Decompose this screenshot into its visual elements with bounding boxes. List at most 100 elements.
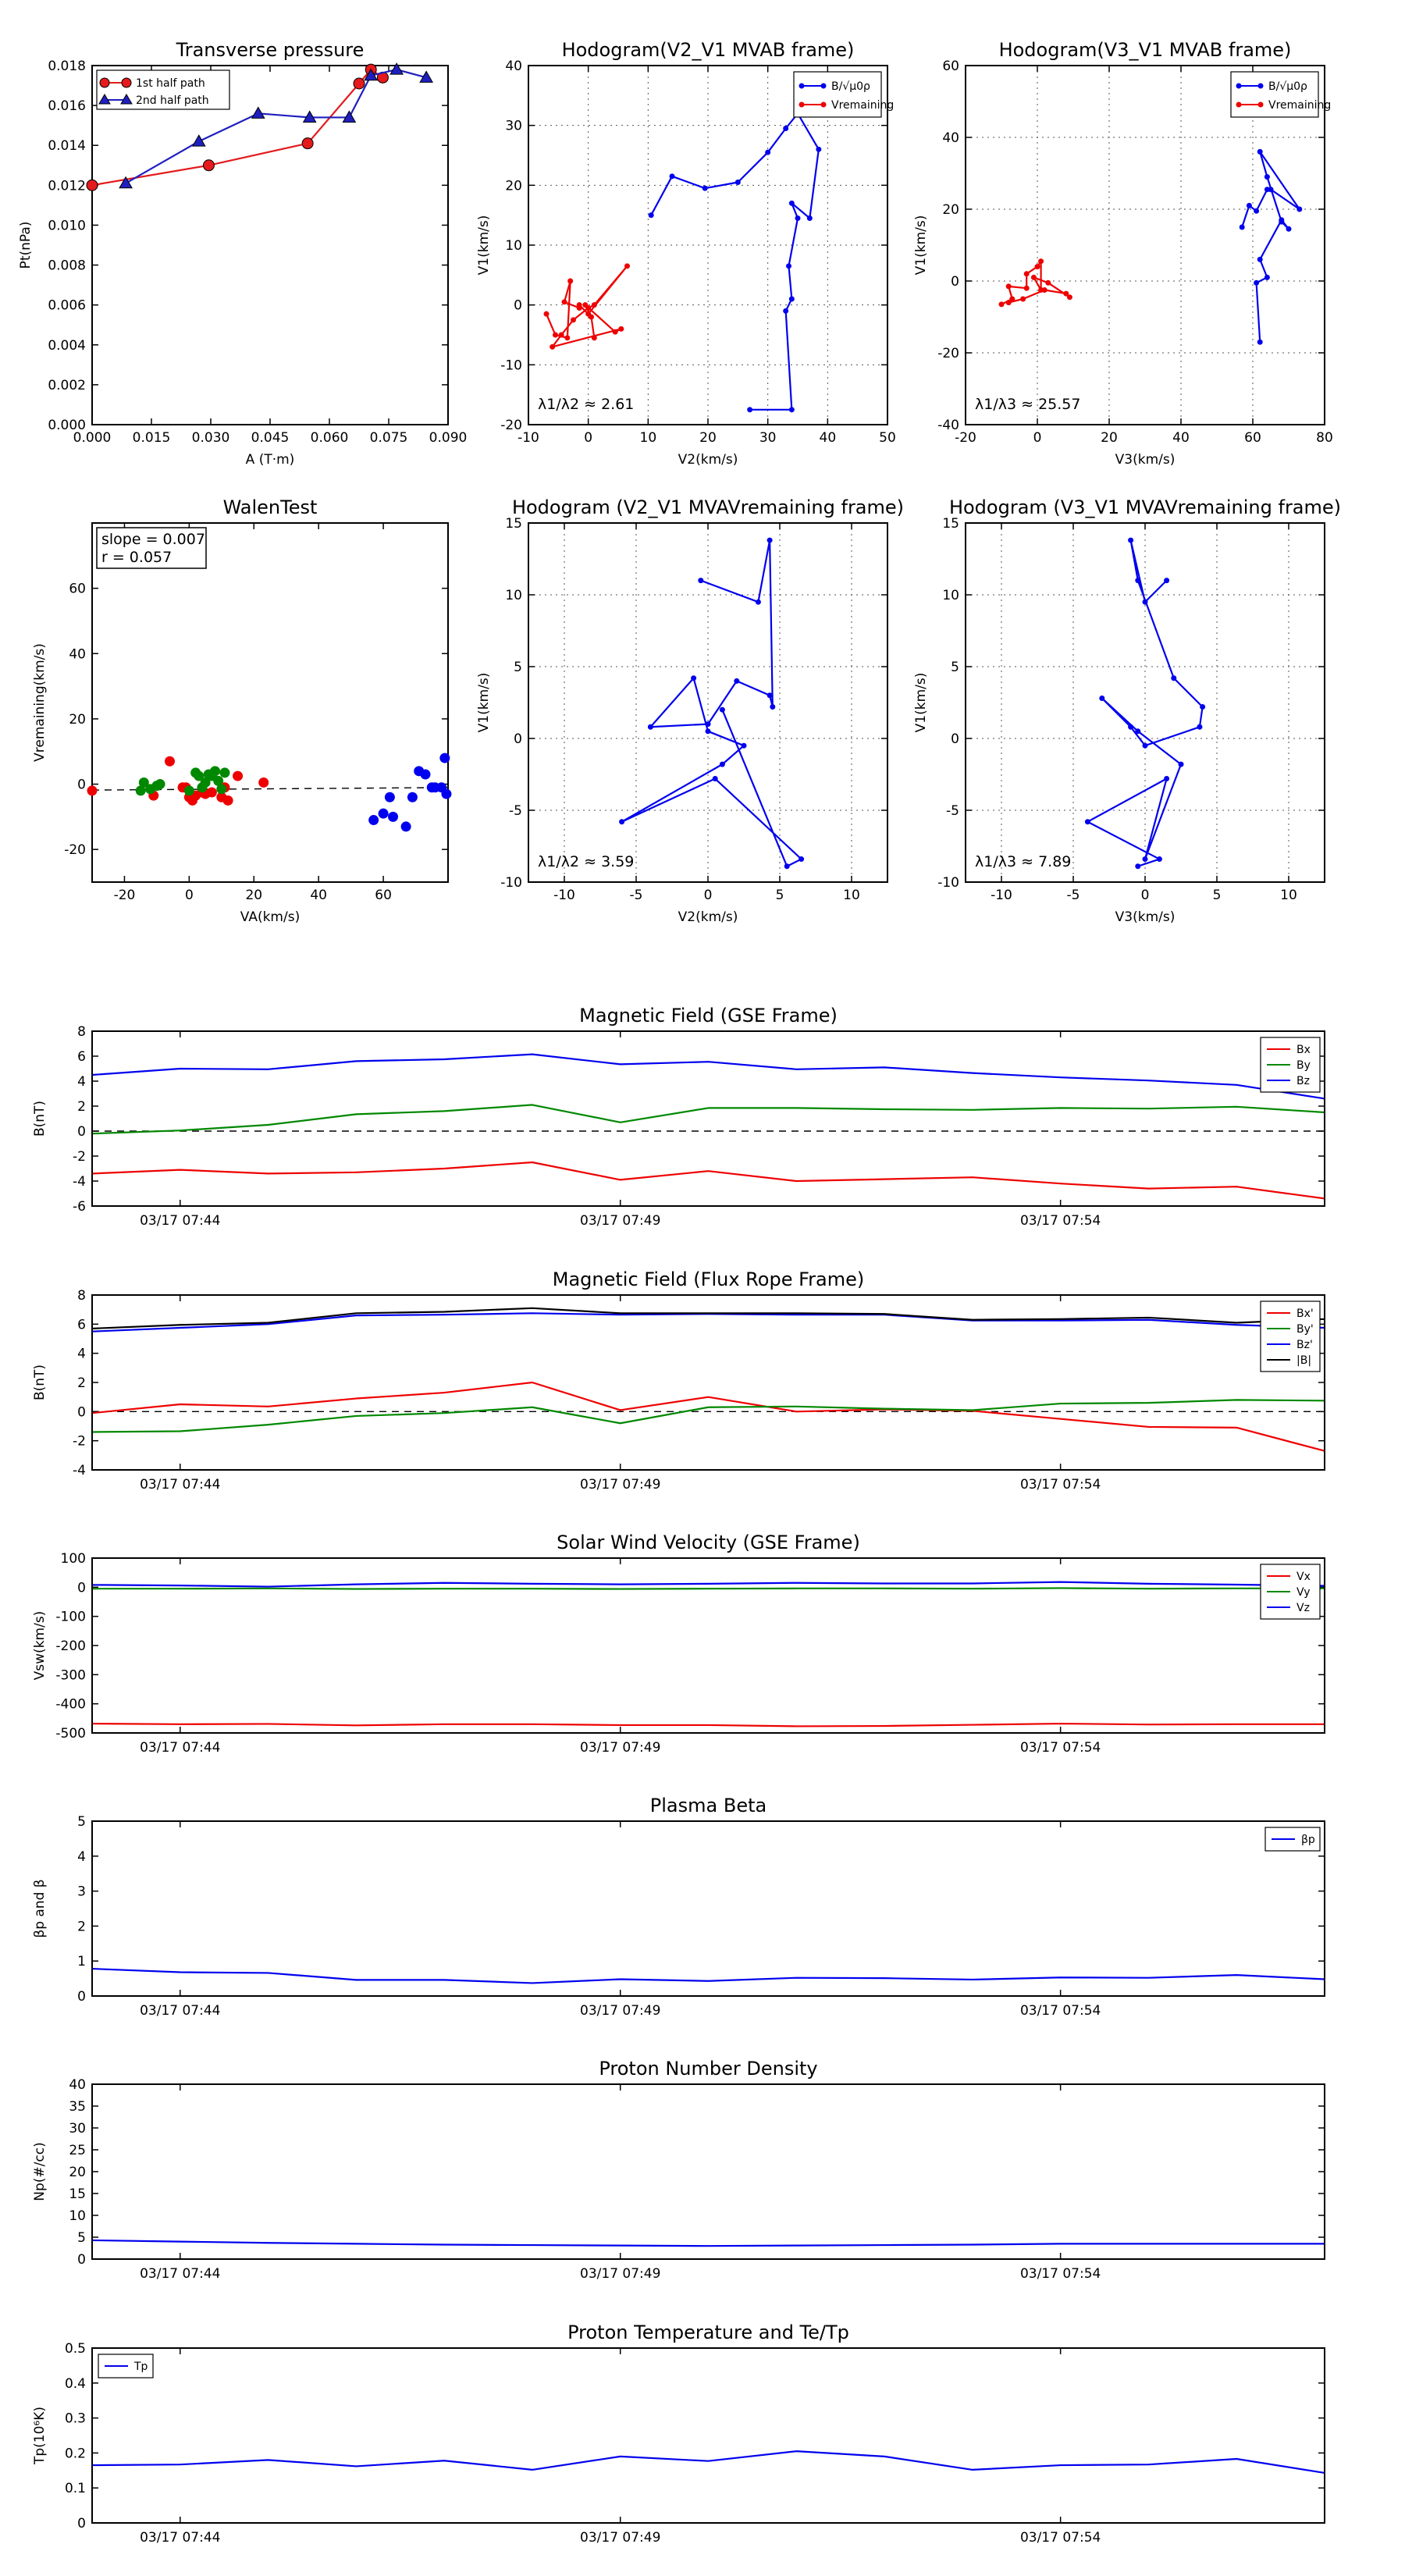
y-tick-label: 0 xyxy=(514,731,522,747)
x-tick-label: 60 xyxy=(375,888,392,903)
x-tick-label: 0.060 xyxy=(311,430,349,446)
y-tick-label: 0.3 xyxy=(65,2411,86,2427)
data-point xyxy=(1197,724,1203,730)
y-tick-label: 20 xyxy=(69,2165,86,2180)
x-axis-label: V2(km/s) xyxy=(678,909,738,925)
data-point xyxy=(1099,695,1105,701)
data-point xyxy=(589,314,594,320)
legend-marker xyxy=(799,83,805,89)
data-point xyxy=(564,335,571,341)
x-tick-label: 10 xyxy=(843,888,860,903)
y-tick-label: -40 xyxy=(937,418,959,433)
y-tick-label: 10 xyxy=(942,588,959,603)
data-point xyxy=(799,856,805,863)
y-tick-label: 30 xyxy=(69,2121,86,2137)
x-tick-label: -10 xyxy=(518,430,539,446)
y-tick-label: -10 xyxy=(500,358,522,373)
y-tick-label: 15 xyxy=(505,516,522,532)
plot-frame xyxy=(965,65,1325,425)
y-tick-label: 0 xyxy=(77,1404,86,1420)
data-point xyxy=(1084,819,1090,825)
chart-title-p10: Plasma Beta xyxy=(650,1795,767,1816)
legend-label: Vremaining xyxy=(831,99,894,112)
x-tick-label: -10 xyxy=(553,888,575,903)
p9-axes: -500 -400 -300 -200 -100 0 100 03/17 07:44 03/17… xyxy=(55,1551,1325,1756)
data-point xyxy=(648,212,654,219)
y-tick-label: -200 xyxy=(55,1638,86,1654)
p1-axes: 0.000 0.015 0.030 0.045 0.060 0.075 0.090 0.000… xyxy=(48,59,467,446)
series-line-Bz xyxy=(91,1053,1325,1100)
series-line-By xyxy=(91,1104,1325,1135)
data-point xyxy=(1279,217,1285,223)
legend-label: By' xyxy=(1297,1323,1314,1336)
y-tick-label: 0.008 xyxy=(48,258,86,274)
plot-frame xyxy=(528,522,888,883)
data-point xyxy=(735,180,741,185)
chart-title-p6: Hodogram (V3_V1 MVAVremaining frame) xyxy=(949,496,1341,518)
y-tick-label: 1 xyxy=(77,1954,86,1969)
chart-title-p11: Proton Number Density xyxy=(599,2058,817,2080)
legend-label: 2nd half path xyxy=(136,94,209,107)
data-point xyxy=(1264,274,1270,280)
x-axis-label: V2(km/s) xyxy=(678,452,738,468)
legend-label: Vz xyxy=(1297,1602,1310,1614)
data-point xyxy=(705,721,711,728)
x-tick-label: 03/17 07:49 xyxy=(580,1213,660,1229)
legend-label: Vy xyxy=(1297,1586,1311,1599)
y-tick-label: 100 xyxy=(61,1551,86,1567)
plot-frame xyxy=(965,522,1325,883)
y-tick-label: 0 xyxy=(77,1989,86,2005)
legend-marker xyxy=(1236,101,1242,108)
data-point xyxy=(1135,728,1141,735)
data-point xyxy=(202,159,215,172)
x-tick-label: 03/17 07:44 xyxy=(140,1213,220,1229)
x-tick-label: 0.015 xyxy=(133,430,171,446)
x-tick-label: 0.075 xyxy=(370,430,408,446)
x-tick-label: 0.090 xyxy=(429,430,468,446)
data-point xyxy=(691,675,697,681)
scatter-point-blue xyxy=(407,792,418,802)
y-tick-label: 0.006 xyxy=(48,298,86,314)
legend-label: Bx xyxy=(1297,1044,1311,1056)
scatter-point-green xyxy=(194,770,205,781)
scatter-point-red xyxy=(222,795,233,806)
x-tick-label: 03/17 07:44 xyxy=(140,1740,220,1756)
legend-marker xyxy=(1236,83,1242,89)
legend-label: Tp xyxy=(133,2361,148,2373)
y-tick-label: -4 xyxy=(73,1174,86,1190)
x-tick-label: 03/17 07:54 xyxy=(1020,1477,1101,1493)
p4-axes: -20 0 20 40 60 -20 0 20 40 60 xyxy=(64,522,449,903)
x-tick-label: 20 xyxy=(699,430,717,446)
data-point xyxy=(1200,704,1206,710)
p5-axes: -10 -5 0 5 10 -10 -5 0 5 10 15 xyxy=(500,516,888,903)
legend-marker xyxy=(1257,101,1264,108)
plot-frame xyxy=(91,65,449,425)
y-tick-label: 35 xyxy=(69,2099,86,2115)
data-point xyxy=(1156,856,1162,863)
y-tick-label: 4 xyxy=(77,1074,86,1090)
y-tick-label: 40 xyxy=(505,59,522,74)
legend-label: Bz xyxy=(1297,1075,1310,1087)
data-point xyxy=(1239,224,1245,230)
scatter-point-blue xyxy=(388,811,399,822)
data-point xyxy=(571,317,576,323)
x-tick-label: 20 xyxy=(1101,430,1118,446)
x-tick-label: 0 xyxy=(1033,430,1042,446)
chart-title-p9: Solar Wind Velocity (GSE Frame) xyxy=(557,1532,860,1553)
data-point xyxy=(86,179,98,191)
y-tick-label: -20 xyxy=(937,346,959,361)
data-point xyxy=(788,200,795,206)
legend-box xyxy=(96,69,230,110)
x-tick-label: 0 xyxy=(1141,888,1150,903)
x-tick-label: 03/17 07:44 xyxy=(140,2003,220,2019)
p7-axes: -6 -4 -2 0 2 4 6 8 03/17 07:44 03/17 07:49 03/17 0… xyxy=(73,1024,1325,1229)
y-tick-label: 0 xyxy=(77,1124,86,1140)
scatter-point-blue xyxy=(378,808,389,819)
data-point xyxy=(784,863,790,870)
data-point xyxy=(765,149,771,155)
data-point xyxy=(1171,675,1177,681)
y-tick-label: 10 xyxy=(505,238,522,254)
y-tick-label: 0 xyxy=(77,2516,86,2532)
data-point xyxy=(783,126,789,131)
